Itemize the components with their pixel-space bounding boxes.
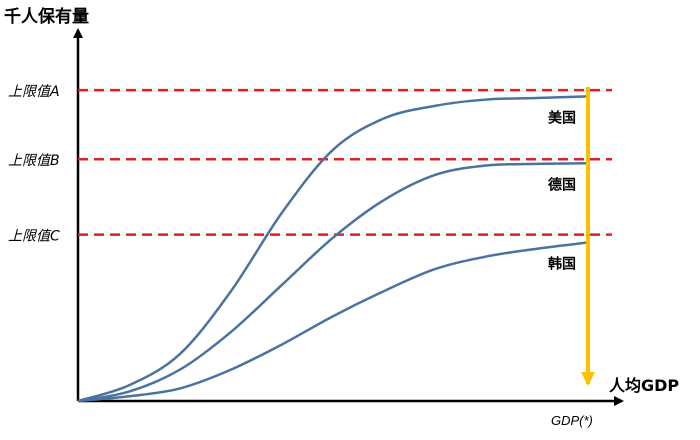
- series-line-usa: [77, 95, 589, 403]
- x-marker-label: GDP(*): [551, 413, 593, 428]
- y-axis-label: 千人保有量: [4, 6, 89, 27]
- ref-line-b-label: 上限值B: [8, 153, 60, 169]
- series-line-germany: [77, 162, 589, 403]
- ref-line-c-label: 上限值C: [8, 229, 60, 245]
- series-label-germany: 德国: [548, 176, 576, 193]
- series-label-usa: 美国: [548, 109, 576, 126]
- series-line-korea: [77, 241, 589, 403]
- reference-lines: 上限值A 上限值B 上限值C: [8, 84, 612, 245]
- ref-line-a-label: 上限值A: [8, 84, 60, 100]
- series-label-korea: 韩国: [548, 255, 576, 272]
- x-axis-label: 人均GDP: [609, 376, 679, 395]
